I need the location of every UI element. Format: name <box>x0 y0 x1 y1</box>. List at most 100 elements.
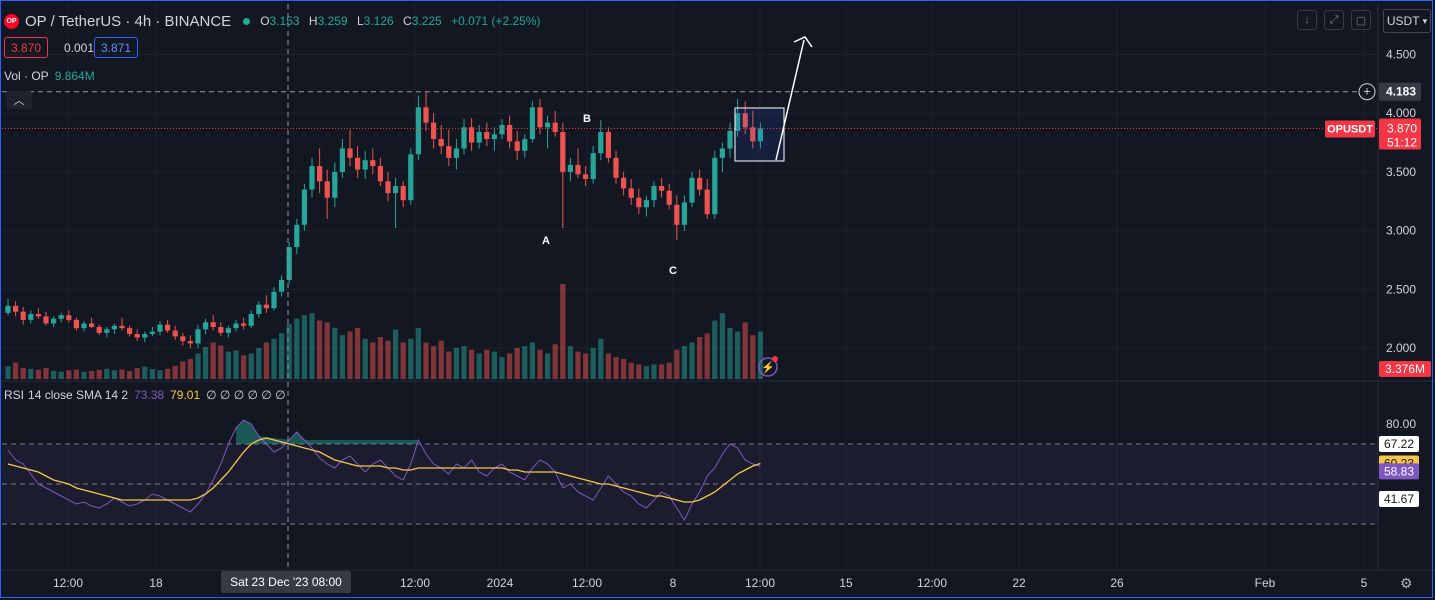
currency-select[interactable]: USDT ▾ <box>1383 9 1431 33</box>
screenshot-button[interactable]: ▢ <box>1351 10 1371 30</box>
volume-bar <box>142 366 148 379</box>
volume-bar <box>157 370 163 379</box>
volume-bar <box>271 338 277 379</box>
candle-body <box>203 322 209 330</box>
symbol-tag <box>1325 120 1375 138</box>
candle-body <box>735 113 741 131</box>
crosshair-price-tag <box>1379 82 1421 101</box>
candle-body <box>651 186 657 201</box>
square-icon: ▢ <box>1355 14 1367 27</box>
candle-body <box>81 323 87 329</box>
candle-body <box>35 314 41 317</box>
candle-body <box>294 224 300 248</box>
volume-bar <box>385 340 391 379</box>
buy-button[interactable]: 3.871 <box>94 37 139 58</box>
time-tick-label: 12:00 <box>53 576 83 590</box>
time-tick-label: 15 <box>839 576 853 590</box>
candle-body <box>332 171 338 198</box>
time-tick-label: Feb <box>1255 576 1276 590</box>
open-value: 3.153 <box>269 14 300 28</box>
volume-bar <box>575 351 581 379</box>
candle-body <box>347 148 353 158</box>
volume-bar <box>590 347 596 379</box>
volume-bar <box>431 346 437 379</box>
candle-body <box>659 186 665 191</box>
time-tick-label: 26 <box>1110 576 1124 590</box>
last-price-tag <box>1379 118 1421 150</box>
op-logo-icon: OP <box>4 13 19 29</box>
candle-body <box>727 130 733 149</box>
volume-bar <box>560 284 566 379</box>
price-tick-label: 4.000 <box>1386 106 1416 120</box>
volume-bar <box>317 320 323 379</box>
candle-body <box>499 124 505 135</box>
volume-bar <box>545 353 551 379</box>
candle-body <box>210 322 216 327</box>
volume-bar <box>537 349 543 379</box>
candle-body <box>689 177 695 203</box>
notification-dot <box>772 356 778 362</box>
wave-label: A <box>542 235 550 247</box>
volume-bar <box>704 333 710 379</box>
candle-body <box>256 304 262 315</box>
candle-body <box>704 189 710 215</box>
collapse-legend-button[interactable]: ︿ <box>6 91 32 109</box>
candle-body <box>111 325 117 330</box>
candle-body <box>697 177 703 190</box>
volume-bar <box>697 336 703 379</box>
rsi-lower-tag-label: 41.67 <box>1384 492 1414 506</box>
candle-body <box>279 279 285 292</box>
sell-button[interactable]: 3.870 <box>4 37 49 58</box>
volume-bar <box>355 327 361 379</box>
volume-bar <box>301 315 307 379</box>
volume-bar <box>491 351 497 379</box>
time-tick-label: 2024 <box>487 576 514 590</box>
candle-body <box>271 291 277 309</box>
time-tick-label: 22 <box>1012 576 1026 590</box>
volume-bar <box>408 338 414 379</box>
candle-body <box>423 107 429 123</box>
candle-body <box>317 166 323 182</box>
volume-bar <box>400 342 406 379</box>
symbol-legend: OP OP / TetherUS · 4h · BINANCE O3.153 H… <box>4 10 540 32</box>
settings-gear-icon[interactable]: ⚙ <box>1400 575 1413 591</box>
candle-body <box>43 316 49 324</box>
volume-bar <box>469 349 475 379</box>
fullscreen-button[interactable]: ⤢ <box>1324 10 1344 30</box>
rsi-legend: RSI 14 close SMA 14 2 73.38 79.01 ∅ ∅ ∅ ∅ ∅ … <box>4 388 286 402</box>
candle-body <box>621 177 627 189</box>
rsi-value: 73.38 <box>134 388 165 402</box>
volume-bar <box>28 368 34 379</box>
time-tick-label: 8 <box>670 576 677 590</box>
arrow-down-icon: ↓ <box>1304 14 1310 26</box>
volume-bar <box>180 361 186 379</box>
open-label: O <box>260 14 270 28</box>
candle-body <box>552 122 558 133</box>
symbol-title[interactable]: OP / TetherUS · 4h · BINANCE <box>25 12 232 30</box>
candle-body <box>119 325 125 329</box>
symbol-tag-label: OPUSDT <box>1327 123 1373 135</box>
volume-bar <box>127 370 133 379</box>
volume-bar <box>66 370 72 379</box>
volume-bar <box>58 371 64 379</box>
volume-bar <box>370 342 376 379</box>
candle-body <box>393 186 399 194</box>
volume-bar <box>719 313 725 379</box>
time-tick-label: 12:00 <box>917 576 947 590</box>
candle-body <box>529 107 535 140</box>
volume-bar <box>666 362 672 379</box>
lightning-glyph: ⚡ <box>761 361 775 374</box>
download-button[interactable]: ↓ <box>1297 10 1317 30</box>
currency-label: USDT <box>1386 14 1420 28</box>
volume-bar <box>339 335 345 379</box>
candle-body <box>28 314 34 320</box>
volume-tag <box>1379 361 1431 377</box>
candle-body <box>157 324 163 332</box>
rsi-label: RSI <box>4 388 25 402</box>
candle-body <box>590 153 596 179</box>
volume-bar <box>423 342 429 379</box>
candle-body <box>127 328 133 335</box>
candle-body <box>195 329 201 344</box>
volume-bar <box>621 358 627 379</box>
